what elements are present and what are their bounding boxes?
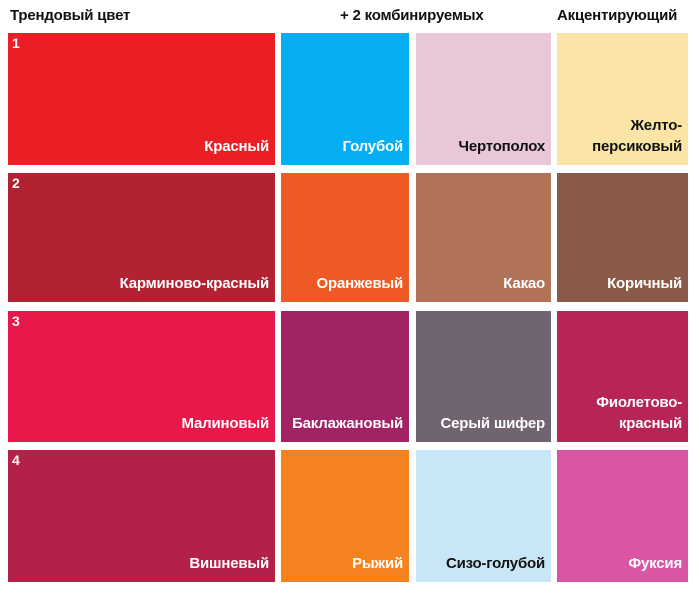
color-label: Коричный [607, 275, 682, 292]
color-swatch: 1 Красный [8, 33, 275, 165]
header-accent: Акцентирующий [557, 7, 678, 24]
color-swatch: 2 Карминово-красный [8, 173, 275, 302]
color-label: Сизо-голубой [445, 555, 545, 572]
color-swatch: Рыжий [281, 450, 409, 582]
color-label: Малиновый [181, 415, 270, 432]
row-number: 3 [12, 313, 20, 329]
color-swatch: Сизо-голубой [416, 450, 551, 582]
color-swatch: Чертополох [416, 33, 551, 165]
color-label: Карминово-красный [119, 275, 270, 292]
color-label: Фиолетово- красный [596, 394, 682, 432]
row-number: 2 [12, 175, 20, 191]
color-swatch: 4 Вишневый [8, 450, 275, 582]
header-trend: Трендовый цвет [10, 7, 131, 24]
color-swatch: Фиолетово- красный [557, 311, 688, 442]
color-label: Желто- персиковый [592, 117, 682, 155]
color-swatch: Желто- персиковый [557, 33, 688, 165]
color-label: Фуксия [628, 555, 682, 572]
color-label: Баклажановый [292, 415, 403, 432]
header-combined: + 2 комбинируемых [340, 7, 484, 24]
color-swatch: Какао [416, 173, 551, 302]
row-number: 1 [12, 35, 20, 51]
color-label: Оранжевый [316, 275, 404, 292]
color-swatch: Баклажановый [281, 311, 409, 442]
row-number: 4 [12, 452, 20, 468]
color-swatch: Фуксия [557, 450, 688, 582]
color-swatch: 3 Малиновый [8, 311, 275, 442]
color-label: Какао [503, 275, 545, 292]
color-label: Чертополох [458, 138, 546, 155]
color-label: Серый шифер [440, 415, 546, 432]
color-label: Рыжий [352, 555, 403, 572]
color-swatch: Серый шифер [416, 311, 551, 442]
color-label: Голубой [342, 138, 404, 155]
color-swatch: Голубой [281, 33, 409, 165]
color-label: Красный [204, 138, 269, 155]
color-swatch: Коричный [557, 173, 688, 302]
color-swatch: Оранжевый [281, 173, 409, 302]
color-label: Вишневый [189, 555, 269, 572]
